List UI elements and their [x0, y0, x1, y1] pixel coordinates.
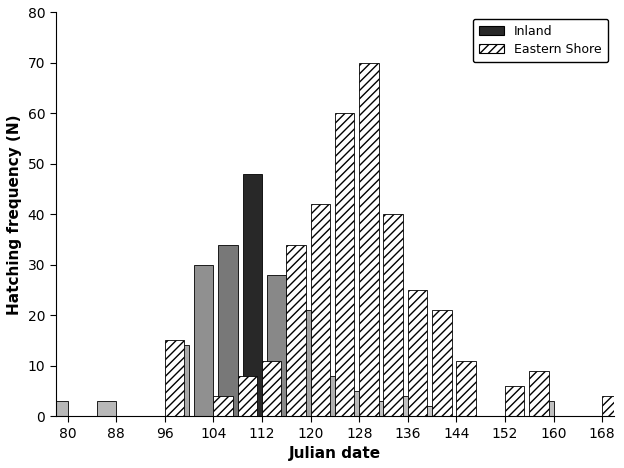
Bar: [311, 204, 330, 416]
Bar: [316, 376, 335, 416]
Bar: [286, 245, 306, 416]
Bar: [262, 360, 281, 416]
Bar: [48, 401, 67, 416]
Bar: [213, 396, 233, 416]
Bar: [602, 396, 622, 416]
Bar: [407, 290, 427, 416]
Bar: [456, 360, 475, 416]
X-axis label: Julian date: Julian date: [289, 446, 381, 461]
Bar: [335, 113, 354, 416]
Bar: [384, 214, 403, 416]
Legend: Inland, Eastern Shore: Inland, Eastern Shore: [473, 19, 608, 62]
Bar: [432, 310, 452, 416]
Bar: [412, 406, 432, 416]
Bar: [339, 391, 359, 416]
Bar: [291, 310, 311, 416]
Bar: [218, 245, 238, 416]
Bar: [170, 345, 189, 416]
Bar: [267, 275, 286, 416]
Bar: [359, 63, 379, 416]
Bar: [388, 396, 407, 416]
Bar: [238, 376, 257, 416]
Y-axis label: Hatching frequency (N): Hatching frequency (N): [7, 114, 22, 314]
Bar: [505, 386, 524, 416]
Bar: [364, 401, 384, 416]
Bar: [534, 401, 553, 416]
Bar: [194, 265, 213, 416]
Bar: [97, 401, 116, 416]
Bar: [165, 340, 184, 416]
Bar: [243, 174, 262, 416]
Bar: [529, 371, 548, 416]
